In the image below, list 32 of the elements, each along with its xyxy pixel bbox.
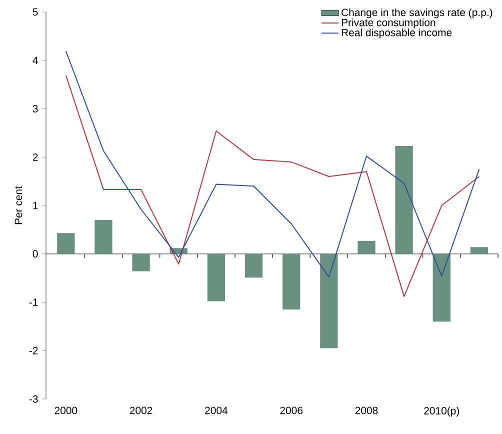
legend-label: Private consumption: [342, 18, 436, 28]
bar: [94, 220, 112, 254]
x-tick-label: 2006: [280, 406, 303, 414]
bar: [470, 247, 488, 254]
bar: [395, 146, 413, 254]
line-series: [65, 74, 480, 297]
y-tick-label: -2: [29, 346, 38, 354]
bar: [358, 240, 376, 254]
x-tick-label: 2000: [54, 406, 78, 414]
bar: [244, 254, 263, 278]
bar: [432, 254, 450, 322]
bar: [207, 254, 226, 302]
x-tick-label: 2010(p): [424, 406, 460, 417]
y-tick-label: 0: [32, 250, 38, 258]
line-series: [65, 50, 480, 278]
y-tick-label: -3: [29, 395, 38, 403]
y-tick-label: 3: [32, 105, 38, 112]
y-tick-label: 4: [32, 56, 38, 64]
legend-label: Change in the savings rate (p.p.): [342, 8, 492, 18]
x-tick-label: 2004: [205, 406, 228, 414]
legend-label: Real disposable income: [342, 28, 452, 38]
x-tick-label: 2008: [355, 406, 378, 414]
bar: [320, 254, 338, 348]
bar: [282, 254, 300, 310]
bar: [57, 233, 75, 254]
y-tick-label: 5: [32, 8, 38, 16]
y-tick-label: 2: [32, 153, 38, 161]
y-tick-label: -1: [29, 298, 38, 306]
x-tick-label: 2002: [130, 406, 152, 414]
bar: [132, 254, 150, 272]
y-axis-title: Per cent: [14, 186, 22, 224]
y-tick-label: 1: [33, 202, 38, 210]
